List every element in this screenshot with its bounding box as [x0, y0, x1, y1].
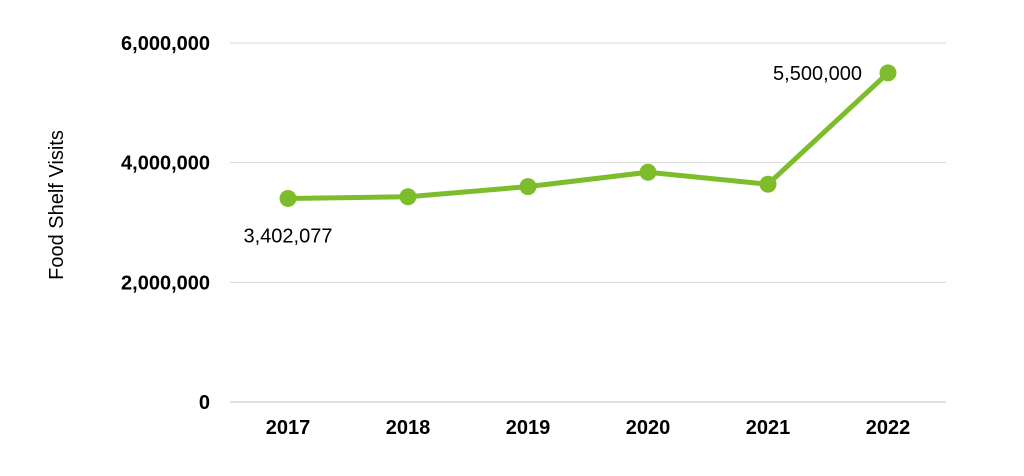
data-point — [519, 178, 537, 196]
x-tick-label: 2022 — [866, 417, 911, 439]
x-tick-label: 2017 — [266, 417, 311, 439]
data-label: 5,500,000 — [773, 63, 862, 85]
data-label: 3,402,077 — [244, 225, 333, 247]
data-point — [639, 163, 657, 181]
x-axis-ticks: 2017 2018 2019 2020 2021 2022 — [266, 417, 911, 439]
data-point — [399, 188, 417, 206]
y-tick-label: 6,000,000 — [121, 33, 210, 55]
data-point — [759, 175, 777, 193]
y-tick-label: 4,000,000 — [121, 153, 210, 175]
x-tick-label: 2021 — [746, 417, 791, 439]
y-axis-title: Food Shelf Visits — [46, 130, 68, 280]
gridlines — [230, 42, 946, 403]
y-tick-label: 0 — [199, 392, 210, 414]
y-tick-label: 2,000,000 — [121, 272, 210, 294]
x-tick-label: 2020 — [626, 417, 671, 439]
y-axis-ticks: 0 2,000,000 4,000,000 6,000,000 — [121, 33, 210, 414]
x-tick-label: 2019 — [506, 417, 551, 439]
series-line — [285, 70, 891, 201]
data-point — [879, 64, 897, 82]
data-labels: 3,402,077 5,500,000 — [244, 63, 862, 248]
x-tick-label: 2018 — [386, 417, 431, 439]
data-point — [279, 189, 297, 207]
series-layer — [279, 64, 897, 207]
